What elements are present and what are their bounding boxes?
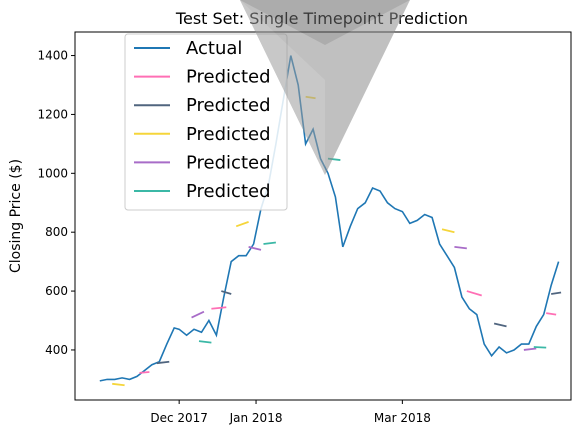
legend-box [124, 33, 288, 211]
series-lines [99, 55, 562, 387]
y-tick-label: 800 [45, 225, 68, 239]
predicted-series-segment [139, 371, 150, 374]
predicted-series-segment [248, 246, 262, 251]
legend: Actual Predicted Predicted Predicted Predict… [124, 33, 288, 211]
y-tick-label: 600 [45, 284, 68, 298]
predicted-series-segment [533, 346, 547, 349]
predicted-series-segment [546, 312, 557, 316]
predicted-series-segment [263, 241, 276, 245]
predicted-series-segment [441, 228, 455, 234]
predicted-series-segment [191, 310, 205, 319]
watermark-logo [240, 0, 410, 175]
legend-label: Actual [186, 38, 242, 59]
y-tick-label: 400 [45, 343, 68, 357]
predicted-series-segment [235, 221, 249, 228]
x-tick-label: Jan 2018 [229, 411, 283, 425]
predicted-series-segment [551, 291, 562, 295]
y-tick-label: 1200 [37, 107, 68, 121]
predicted-series-segment [221, 290, 232, 295]
x-tick-label: Dec 2017 [150, 411, 208, 425]
y-tick-label: 1000 [37, 166, 68, 180]
predicted-series-segment [112, 382, 125, 387]
predicted-series-segment [493, 322, 507, 328]
predicted-series-segment [454, 246, 467, 250]
legend-label: Predicted [186, 95, 271, 116]
y-tick-label: 1400 [37, 49, 68, 63]
y-axis: 400 600 800 1000 1200 1400 [37, 49, 75, 357]
actual-series-line [99, 55, 560, 382]
predicted-series-segment [523, 347, 537, 351]
legend-label: Predicted [186, 67, 271, 88]
predicted-series-segment [198, 340, 212, 344]
x-tick-label: Mar 2018 [374, 411, 431, 425]
y-axis-label: Closing Price ($) [8, 159, 24, 273]
legend-label: Predicted [186, 181, 271, 202]
x-axis: Dec 2017 Jan 2018 Mar 2018 [150, 400, 431, 425]
predicted-series-segment [156, 360, 170, 365]
predicted-series-segment [466, 290, 482, 297]
predicted-series-segment [211, 306, 227, 310]
legend-label: Predicted [186, 152, 271, 173]
legend-label: Predicted [186, 124, 271, 145]
